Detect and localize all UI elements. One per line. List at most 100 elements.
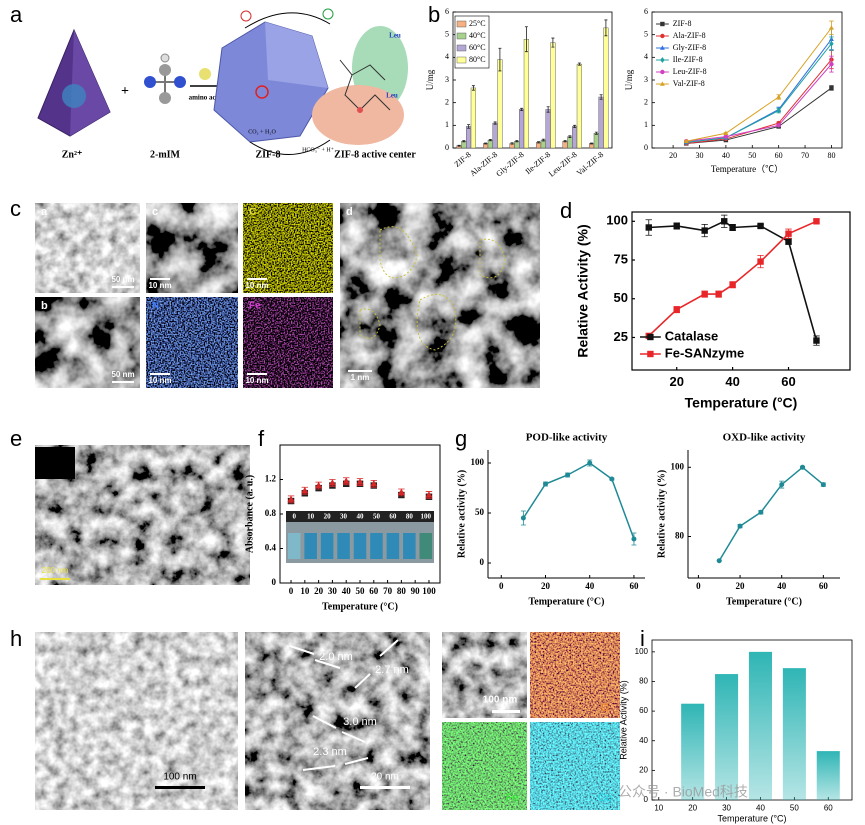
marker <box>647 350 654 358</box>
marker <box>721 218 728 225</box>
atom <box>160 53 170 63</box>
tetrahedron-face <box>70 30 110 136</box>
series-line <box>686 43 832 143</box>
legend-swatch <box>456 56 467 64</box>
y-tick-label: 5 <box>445 29 449 38</box>
panel-letter: a <box>10 2 23 27</box>
legend-label: Ile-ZIF-8 <box>673 55 703 64</box>
scale-bar <box>492 710 520 713</box>
legend: 25°C 40°C 60°C 80°C <box>454 15 490 69</box>
legend: Catalase Fe-SANzyme <box>640 328 744 360</box>
haadf-image <box>442 632 527 718</box>
error-bar <box>546 106 550 113</box>
label: ZIF-8 active center <box>334 149 416 160</box>
legend-label: 25°C <box>469 19 486 28</box>
error-bar <box>577 62 581 66</box>
chart: 0 50 100 0 20 40 60 POD-like activity Temperatur… <box>456 432 645 607</box>
marker <box>520 515 526 521</box>
map-label: Fe <box>506 792 519 804</box>
x-tick-label: 30 <box>722 803 731 812</box>
arrow <box>344 757 369 765</box>
arrow <box>249 139 331 155</box>
error-bar <box>541 138 545 142</box>
x-tick-label: 60 <box>819 581 829 591</box>
schematic: Zn²⁺ + 2-mIM amino acid ZIF-8 CO₂ + H₂O … <box>37 8 416 160</box>
label: CO₂ + H₂O <box>248 129 276 135</box>
y-tick-label: 40 <box>639 736 648 745</box>
legend-label: ZIF-8 <box>673 19 692 28</box>
label: amino acid <box>189 94 222 102</box>
bar <box>603 27 609 149</box>
y-tick-label: 0.8 <box>265 508 277 518</box>
marker <box>723 134 729 139</box>
inset-label: 30 <box>340 513 348 521</box>
x-axis-label: Temperature (°C) <box>685 395 798 411</box>
x-tick-label: 100 <box>422 586 436 596</box>
y-axis-label: Relative activity (%) <box>456 470 467 558</box>
y-tick-label: 0.4 <box>265 543 277 553</box>
spacings: 2.0 nm 2.7 nm 3.0 nm 2.3 nm <box>313 651 409 758</box>
vial <box>419 533 433 559</box>
error-bar <box>462 140 466 143</box>
bar <box>492 122 498 149</box>
stem-image <box>35 297 140 388</box>
structure <box>339 59 391 111</box>
error-bar <box>594 131 598 135</box>
marker <box>776 123 781 128</box>
chart: 25 50 75 100 20 40 60 Temperature (°C) Relative … <box>575 211 851 411</box>
x-tick-label: 20 <box>314 586 324 596</box>
bar <box>567 136 573 149</box>
series-line <box>686 27 832 142</box>
x-tick-label: 20 <box>688 803 697 812</box>
label: Leu <box>389 32 401 40</box>
y-tick-label: 100 <box>635 647 649 656</box>
marker <box>587 460 593 466</box>
panel-letter: f <box>258 426 265 451</box>
x-tick-label: 40 <box>756 803 765 812</box>
bar <box>576 63 582 149</box>
arrow <box>354 673 371 689</box>
series-line <box>686 87 832 144</box>
legend-label: Leu-ZIF-8 <box>673 67 707 76</box>
bar <box>715 674 739 800</box>
error-bar <box>457 144 461 147</box>
scale-bar <box>150 373 170 375</box>
scale-label: 20 nm <box>371 772 399 783</box>
map-label: Co <box>598 792 612 804</box>
x-tick-label: 40 <box>342 586 352 596</box>
x-axis-label: Temperature (°C) <box>717 813 786 823</box>
marker <box>829 25 834 30</box>
marker <box>660 57 665 63</box>
marker <box>315 481 323 489</box>
marker <box>370 479 378 487</box>
panel-letters: a b c d e f g h i <box>10 2 645 651</box>
y-tick-label: 3 <box>644 75 648 84</box>
y-tick-label: 1.2 <box>265 474 277 484</box>
legend-label: Ala-ZIF-8 <box>673 31 706 40</box>
arrow <box>289 645 315 655</box>
marker <box>647 333 654 341</box>
x-tick-label: 0 <box>696 581 701 591</box>
arrow <box>379 639 399 657</box>
bar <box>466 126 472 149</box>
panel-letter: b <box>428 2 440 27</box>
bar <box>816 751 840 800</box>
x-tick-label: 40 <box>585 581 595 591</box>
panel-letter: i <box>640 626 645 651</box>
label: ZIF-8 <box>256 149 281 160</box>
legend-label: 40°C <box>469 31 486 40</box>
chart-title: POD-like activity <box>526 432 608 444</box>
x-tick-label: Leu-ZIF-8 <box>547 150 579 179</box>
x-tick-label: 10 <box>654 803 663 812</box>
marker <box>659 45 665 50</box>
error-bar <box>467 124 471 129</box>
marker <box>542 481 548 487</box>
x-tick-label: 50 <box>748 151 756 160</box>
bar <box>470 87 476 149</box>
error-bar <box>510 142 514 145</box>
legend-label: Catalase <box>665 328 718 343</box>
active-center-region <box>312 85 404 145</box>
scale-label: 100 nm <box>483 695 518 706</box>
error-bar <box>520 107 524 111</box>
error-bar <box>599 94 603 100</box>
